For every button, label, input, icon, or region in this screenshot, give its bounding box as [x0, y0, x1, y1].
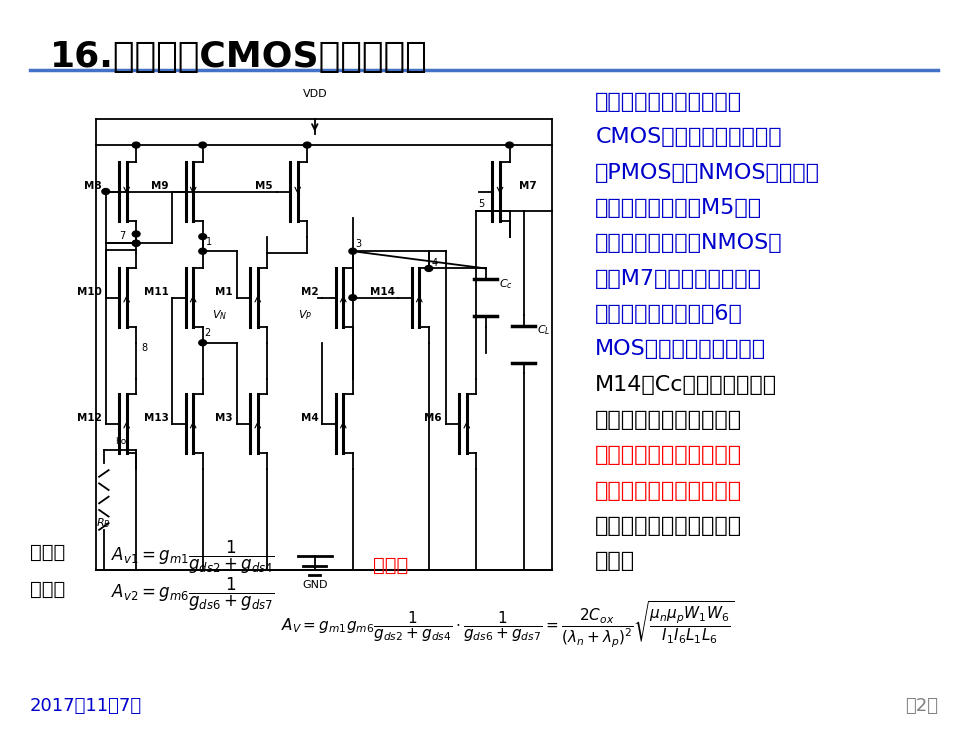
Text: $V_P$: $V_P$ — [298, 308, 313, 322]
Circle shape — [133, 240, 140, 246]
Circle shape — [133, 142, 140, 148]
Circle shape — [102, 188, 109, 194]
Text: $A_{v1} = g_{m1}\dfrac{1}{g_{ds2}+g_{ds4}}$: $A_{v1} = g_{m1}\dfrac{1}{g_{ds2}+g_{ds4… — [111, 539, 275, 576]
Text: 2017年11月7日: 2017年11月7日 — [30, 698, 142, 715]
Text: 第二级: 第二级 — [30, 580, 65, 599]
Text: 8: 8 — [141, 343, 147, 353]
Text: M3: M3 — [216, 414, 233, 423]
Text: MOS管和一个电阻组成。: MOS管和一个电阻组成。 — [595, 339, 767, 359]
Text: $C_c$: $C_c$ — [499, 277, 513, 291]
Text: $R_B$: $R_B$ — [96, 516, 110, 530]
Text: 增益如下，其他参数可自: 增益如下，其他参数可自 — [595, 516, 742, 536]
Text: 1: 1 — [205, 236, 212, 247]
Text: 第2天: 第2天 — [905, 698, 938, 715]
Text: $A_{v2} = g_{m6}\dfrac{1}{g_{ds6}+g_{ds7}}$: $A_{v2} = g_{m6}\dfrac{1}{g_{ds6}+g_{ds7… — [111, 576, 275, 613]
Circle shape — [133, 240, 140, 246]
Text: ho: ho — [115, 436, 127, 445]
Text: M7: M7 — [519, 181, 537, 191]
Text: 入，M7电流源做负载。最: 入，M7电流源做负载。最 — [595, 269, 763, 289]
Circle shape — [198, 142, 206, 148]
Circle shape — [348, 248, 356, 254]
Text: M6: M6 — [424, 414, 442, 423]
Text: 7: 7 — [119, 231, 125, 241]
Text: 如左图所示，是一个两级: 如左图所示，是一个两级 — [595, 92, 742, 112]
Text: 总增益: 总增益 — [373, 556, 408, 575]
Text: 4: 4 — [432, 258, 438, 268]
Text: 推导。: 推导。 — [595, 551, 635, 571]
Circle shape — [303, 142, 311, 148]
Text: M2: M2 — [301, 287, 318, 297]
Text: $C_L$: $C_L$ — [537, 323, 551, 337]
Text: 第一级: 第一级 — [30, 543, 65, 562]
Text: 5: 5 — [478, 199, 484, 210]
Text: $V_N$: $V_N$ — [212, 308, 227, 322]
Circle shape — [348, 294, 356, 300]
Text: 16.一种两级CMOS运算放大器: 16.一种两级CMOS运算放大器 — [50, 40, 428, 74]
Circle shape — [505, 142, 513, 148]
Text: 工作电流；第二级NMOS输: 工作电流；第二级NMOS输 — [595, 233, 783, 253]
Text: 负载差分放大器，M5提供: 负载差分放大器，M5提供 — [595, 198, 763, 218]
Circle shape — [425, 266, 433, 272]
Text: M14和Cc是输入和输出之: M14和Cc是输入和输出之 — [595, 375, 777, 394]
Text: M10: M10 — [77, 287, 102, 297]
Text: M4: M4 — [301, 414, 318, 423]
Text: M14: M14 — [370, 287, 395, 297]
Text: VDD: VDD — [302, 88, 327, 99]
Text: M9: M9 — [151, 181, 168, 191]
Text: M1: M1 — [216, 287, 233, 297]
Text: 3: 3 — [355, 239, 362, 250]
Text: 是PMOS输入NMOS管电流型: 是PMOS输入NMOS管电流型 — [595, 163, 820, 183]
Text: $A_V = g_{m1}g_{m6}\dfrac{1}{g_{ds2}+g_{ds4}}\cdot\dfrac{1}{g_{ds6}+g_{ds7}} = \: $A_V = g_{m1}g_{m6}\dfrac{1}{g_{ds2}+g_{… — [281, 600, 734, 651]
Circle shape — [133, 231, 140, 237]
Text: M8: M8 — [84, 181, 102, 191]
Text: M12: M12 — [77, 414, 102, 423]
Text: M5: M5 — [256, 181, 273, 191]
Text: 左侧为偏置电路，由6个: 左侧为偏置电路，由6个 — [595, 304, 743, 324]
Text: GND: GND — [302, 579, 327, 590]
Text: M13: M13 — [143, 414, 168, 423]
Text: 级提供高增益，第二级补: 级提供高增益，第二级补 — [595, 445, 742, 465]
Text: 间的密勒补偿电路。第一: 间的密勒补偿电路。第一 — [595, 410, 742, 430]
Text: 2: 2 — [204, 328, 211, 338]
Circle shape — [198, 248, 206, 254]
Text: M11: M11 — [143, 287, 168, 297]
Text: 偿摆幅，同时增大增益。: 偿摆幅，同时增大增益。 — [595, 481, 742, 500]
Circle shape — [198, 233, 206, 239]
Text: CMOS运算放大器。第一级: CMOS运算放大器。第一级 — [595, 127, 782, 147]
Circle shape — [198, 340, 206, 346]
